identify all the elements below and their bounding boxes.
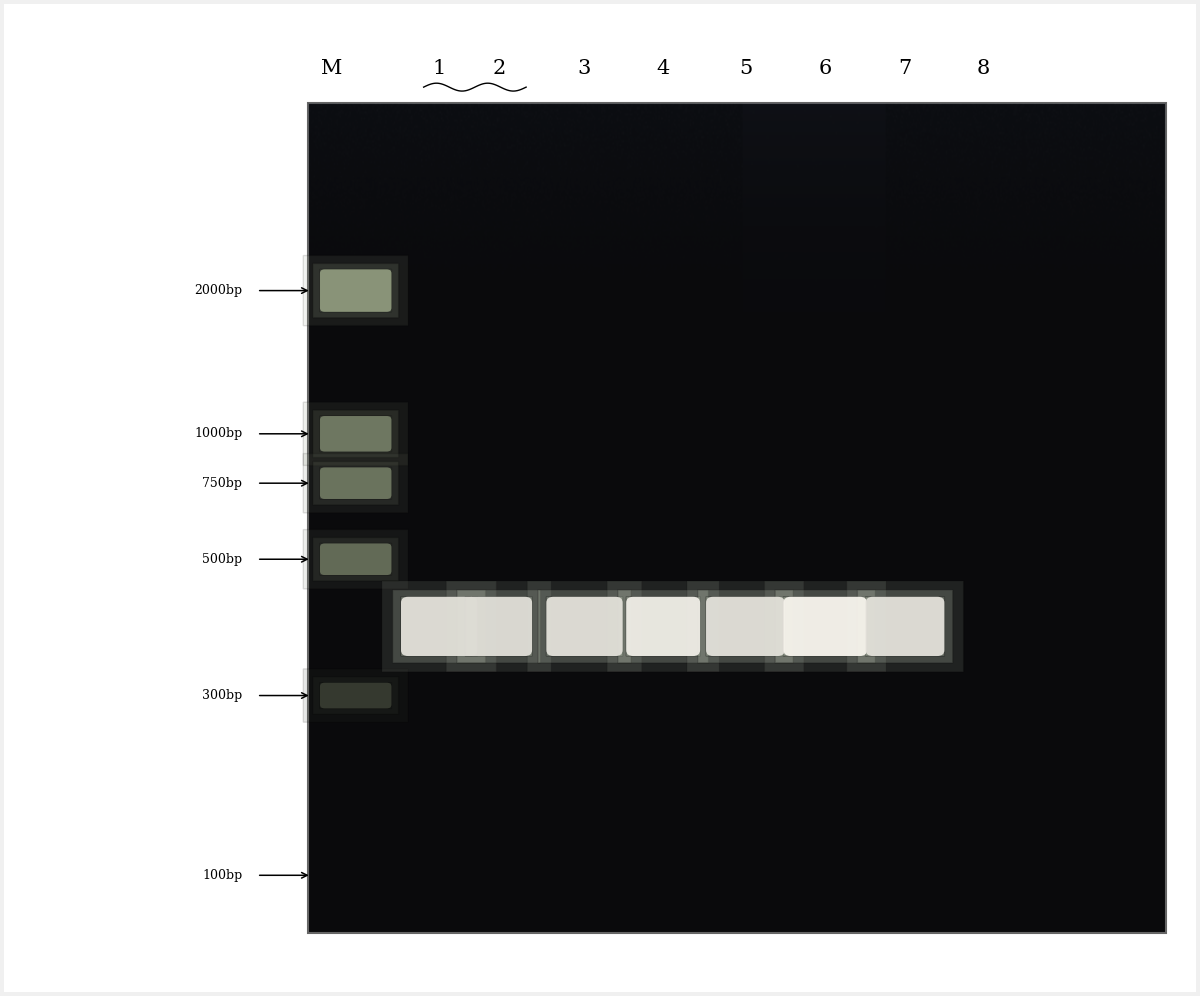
- Text: 2: 2: [492, 59, 505, 79]
- FancyBboxPatch shape: [304, 530, 408, 589]
- Text: 3: 3: [578, 59, 592, 79]
- Text: 4: 4: [656, 59, 670, 79]
- FancyBboxPatch shape: [401, 597, 478, 656]
- FancyBboxPatch shape: [784, 597, 866, 656]
- FancyBboxPatch shape: [784, 597, 866, 656]
- Text: M: M: [322, 59, 342, 79]
- FancyBboxPatch shape: [320, 544, 391, 575]
- Text: 7: 7: [899, 59, 912, 79]
- FancyBboxPatch shape: [686, 581, 804, 672]
- FancyBboxPatch shape: [538, 590, 631, 663]
- FancyBboxPatch shape: [546, 597, 623, 656]
- FancyBboxPatch shape: [320, 269, 391, 312]
- FancyBboxPatch shape: [847, 581, 964, 672]
- FancyBboxPatch shape: [764, 581, 886, 672]
- Text: 100bp: 100bp: [203, 869, 242, 881]
- FancyBboxPatch shape: [626, 597, 700, 656]
- Text: 300bp: 300bp: [203, 689, 242, 702]
- FancyBboxPatch shape: [457, 590, 540, 663]
- Text: 2000bp: 2000bp: [194, 284, 242, 297]
- FancyBboxPatch shape: [320, 416, 391, 451]
- FancyBboxPatch shape: [401, 597, 478, 656]
- FancyBboxPatch shape: [304, 669, 408, 722]
- FancyBboxPatch shape: [304, 453, 408, 513]
- FancyBboxPatch shape: [313, 676, 398, 714]
- Text: 1: 1: [432, 59, 446, 79]
- FancyBboxPatch shape: [865, 597, 944, 656]
- FancyBboxPatch shape: [320, 467, 391, 499]
- Bar: [308, 103, 1166, 932]
- FancyBboxPatch shape: [320, 544, 391, 575]
- FancyBboxPatch shape: [313, 461, 398, 505]
- FancyBboxPatch shape: [865, 597, 944, 656]
- FancyBboxPatch shape: [320, 269, 391, 312]
- FancyBboxPatch shape: [313, 538, 398, 581]
- FancyBboxPatch shape: [775, 590, 875, 663]
- FancyBboxPatch shape: [857, 590, 953, 663]
- FancyBboxPatch shape: [304, 402, 408, 465]
- FancyBboxPatch shape: [706, 597, 785, 656]
- FancyBboxPatch shape: [697, 590, 793, 663]
- FancyBboxPatch shape: [304, 256, 408, 326]
- Text: 1000bp: 1000bp: [194, 427, 242, 440]
- FancyBboxPatch shape: [320, 682, 391, 708]
- FancyBboxPatch shape: [382, 581, 497, 672]
- FancyBboxPatch shape: [618, 590, 708, 663]
- FancyBboxPatch shape: [546, 597, 623, 656]
- FancyBboxPatch shape: [626, 597, 700, 656]
- Text: 750bp: 750bp: [203, 477, 242, 490]
- FancyBboxPatch shape: [446, 581, 551, 672]
- FancyBboxPatch shape: [466, 597, 532, 656]
- FancyBboxPatch shape: [320, 467, 391, 499]
- Text: 5: 5: [739, 59, 752, 79]
- Text: 500bp: 500bp: [203, 553, 242, 566]
- Text: 6: 6: [818, 59, 832, 79]
- FancyBboxPatch shape: [320, 416, 391, 451]
- FancyBboxPatch shape: [313, 410, 398, 457]
- FancyBboxPatch shape: [320, 682, 391, 708]
- FancyBboxPatch shape: [313, 263, 398, 318]
- FancyBboxPatch shape: [706, 597, 785, 656]
- FancyBboxPatch shape: [392, 590, 486, 663]
- FancyBboxPatch shape: [607, 581, 719, 672]
- FancyBboxPatch shape: [527, 581, 642, 672]
- Text: 8: 8: [977, 59, 990, 79]
- FancyBboxPatch shape: [466, 597, 532, 656]
